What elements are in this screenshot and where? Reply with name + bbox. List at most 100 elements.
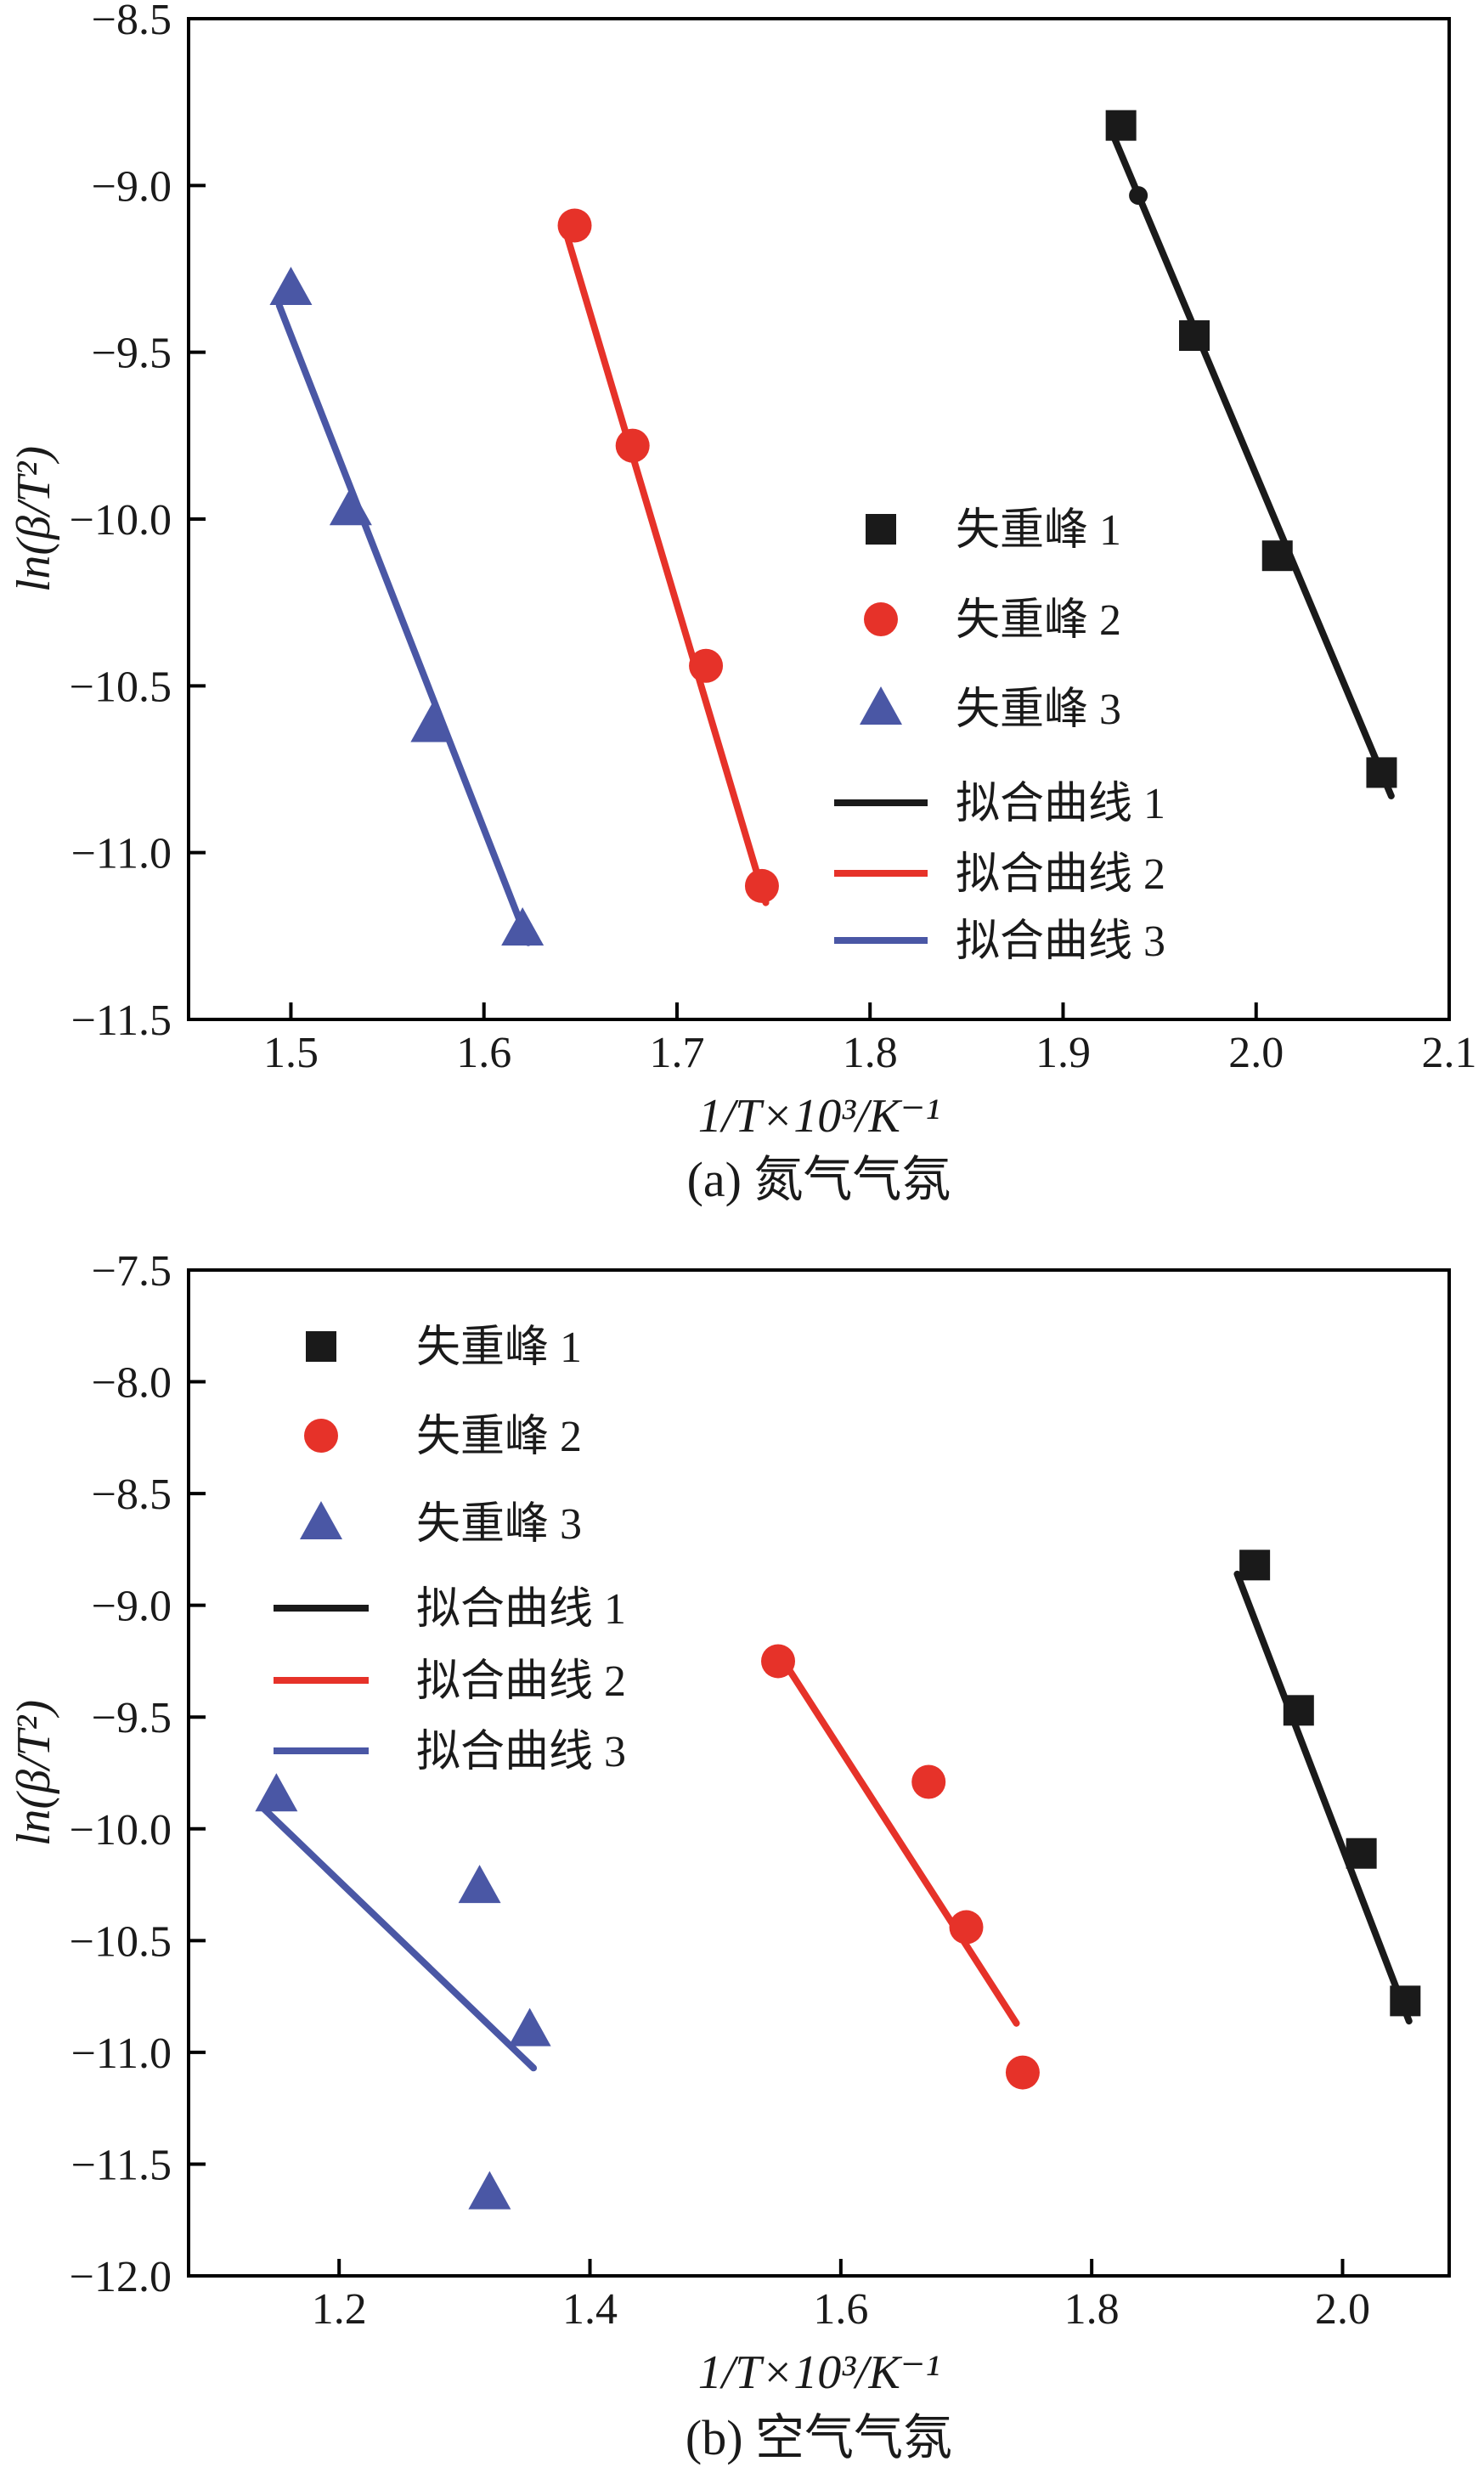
legend-item: 拟合曲线 2 bbox=[274, 1657, 626, 1706]
legend-label: 拟合曲线 3 bbox=[416, 1728, 626, 1776]
data-point bbox=[508, 2007, 551, 2046]
x-tick-label: 1.2 bbox=[312, 2285, 367, 2334]
legend-item: 失重峰 2 bbox=[304, 1413, 582, 1461]
y-tick-label: −8.5 bbox=[92, 1471, 172, 1519]
data-point bbox=[1283, 1695, 1314, 1726]
legend-item: 失重峰 1 bbox=[306, 1324, 582, 1372]
x-tick-label: 1.6 bbox=[813, 2285, 868, 2334]
fit-line bbox=[275, 302, 532, 946]
data-point bbox=[1105, 110, 1137, 141]
legend-label: 拟合曲线 2 bbox=[416, 1657, 626, 1706]
legend-item: 拟合曲线 1 bbox=[274, 1585, 626, 1634]
fit-line bbox=[776, 1651, 1020, 2027]
data-point bbox=[255, 1773, 298, 1812]
legend-label: 失重峰 1 bbox=[956, 506, 1121, 555]
series-square bbox=[1239, 1550, 1421, 2017]
legend-item: 失重峰 3 bbox=[860, 686, 1121, 734]
legend: 失重峰 1 失重峰 2 失重峰 3 拟合曲线 1 拟合曲线 2 拟合曲线 3 bbox=[834, 506, 1165, 966]
x-tick-label: 2.0 bbox=[1315, 2285, 1370, 2334]
y-tick-label: −8.5 bbox=[92, 0, 172, 44]
x-tick-label: 1.5 bbox=[263, 1029, 319, 1077]
legend-item: 失重峰 1 bbox=[866, 506, 1121, 555]
y-tick-label: −7.5 bbox=[92, 1247, 172, 1296]
legend-label: 拟合曲线 3 bbox=[956, 917, 1165, 966]
legend-item: 拟合曲线 1 bbox=[834, 780, 1165, 828]
data-point bbox=[1239, 1550, 1271, 1581]
data-point bbox=[501, 906, 545, 946]
data-point bbox=[949, 1910, 984, 1945]
data-point bbox=[761, 1644, 796, 1679]
data-point bbox=[1179, 320, 1210, 352]
chart-b-air: 1.2 1.4 1.6 1.8 2.0 −7.5 −8.0 −8.5 −9.0 −9.5 −10.0… bbox=[0, 1245, 1484, 2484]
data-point bbox=[468, 2171, 511, 2210]
series-square bbox=[1105, 110, 1397, 788]
data-point bbox=[744, 868, 779, 903]
legend-item: 失重峰 2 bbox=[864, 596, 1121, 645]
y-tick-label: −11.5 bbox=[71, 2141, 172, 2189]
y-tick-label: −9.0 bbox=[92, 162, 172, 211]
data-point bbox=[615, 428, 650, 463]
legend-circle-swatch bbox=[304, 1419, 338, 1453]
data-point bbox=[1366, 757, 1397, 788]
fit-line bbox=[260, 1805, 538, 2072]
legend-item: 失重峰 3 bbox=[300, 1500, 582, 1549]
chart-svg-b: 1.2 1.4 1.6 1.8 2.0 −7.5 −8.0 −8.5 −9.0 −9.5 −10.0… bbox=[8, 1247, 1451, 2465]
y-tick-label: −10.5 bbox=[70, 1917, 172, 1966]
data-point bbox=[410, 703, 454, 742]
chart-a-nitrogen: 1.5 1.6 1.7 1.8 1.9 2.0 2.1 −8.5 −9.0 −9.5 −10.0 −1… bbox=[8, 0, 1477, 1207]
x-tick-label: 1.8 bbox=[843, 1029, 898, 1077]
legend-circle-swatch bbox=[864, 602, 898, 636]
y-tick-label: −10.0 bbox=[70, 1806, 172, 1855]
y-tick-label: −11.0 bbox=[71, 2030, 172, 2078]
data-point bbox=[1390, 1985, 1421, 2017]
y-tick-label: −9.0 bbox=[92, 1583, 172, 1631]
legend-label: 拟合曲线 1 bbox=[956, 780, 1165, 828]
legend-label: 失重峰 3 bbox=[956, 686, 1121, 734]
y-tick-label: −8.0 bbox=[92, 1359, 172, 1408]
legend-label: 失重峰 2 bbox=[416, 1413, 582, 1461]
legend-label: 拟合曲线 2 bbox=[956, 850, 1165, 899]
y-axis-label: ln(β/T²) bbox=[8, 1700, 60, 1846]
plot-frame bbox=[187, 1268, 1451, 2278]
x-tick-label: 1.6 bbox=[456, 1029, 511, 1077]
data-point bbox=[1346, 1838, 1377, 1869]
chart-caption: (b) 空气气氛 bbox=[686, 2410, 952, 2465]
x-tick-label: 1.4 bbox=[562, 2285, 618, 2334]
fit-line bbox=[1233, 1570, 1413, 2025]
y-tick-label: −11.5 bbox=[71, 996, 172, 1045]
data-point bbox=[1005, 2055, 1040, 2090]
data-point bbox=[269, 267, 313, 306]
y-tick-label: −11.0 bbox=[71, 830, 172, 878]
x-tick-label: 2.0 bbox=[1228, 1029, 1284, 1077]
series-circle bbox=[761, 1644, 1040, 2090]
y-tick-label: −9.5 bbox=[92, 330, 172, 378]
chart-caption: (a) 氮气气氛 bbox=[687, 1152, 951, 1207]
y-tick-label: −9.5 bbox=[92, 1694, 172, 1742]
y-tick-label: −10.5 bbox=[70, 663, 172, 711]
x-tick-label: 1.9 bbox=[1035, 1029, 1091, 1077]
data-point bbox=[329, 487, 372, 526]
fit-line bbox=[1109, 132, 1395, 799]
legend-square-swatch bbox=[306, 1331, 336, 1362]
fit-line bbox=[563, 232, 770, 906]
x-tick-label: 1.8 bbox=[1064, 2285, 1120, 2334]
data-point bbox=[689, 648, 724, 683]
legend-triangle-swatch bbox=[860, 686, 902, 725]
plot-frame bbox=[187, 17, 1451, 1021]
legend-item: 拟合曲线 2 bbox=[834, 850, 1165, 899]
data-point bbox=[911, 1764, 946, 1799]
data-point bbox=[1261, 540, 1293, 572]
series-circle bbox=[557, 208, 779, 903]
legend-label: 失重峰 1 bbox=[416, 1324, 582, 1372]
x-axis-label: 1/T×10³/K⁻¹ bbox=[698, 2346, 940, 2399]
x-tick-label: 1.7 bbox=[649, 1029, 704, 1077]
legend-item: 拟合曲线 3 bbox=[274, 1728, 626, 1776]
legend-triangle-swatch bbox=[300, 1501, 342, 1539]
y-tick-label: −12.0 bbox=[70, 2253, 172, 2301]
legend-label: 失重峰 2 bbox=[956, 596, 1121, 645]
data-point-dot bbox=[1129, 186, 1148, 206]
data-point bbox=[557, 208, 592, 243]
x-axis-label: 1/T×10³/K⁻¹ bbox=[698, 1090, 940, 1143]
chart-svg-a: 1.5 1.6 1.7 1.8 1.9 2.0 2.1 −8.5 −9.0 −9.5 −10.0 −1… bbox=[8, 0, 1477, 1207]
